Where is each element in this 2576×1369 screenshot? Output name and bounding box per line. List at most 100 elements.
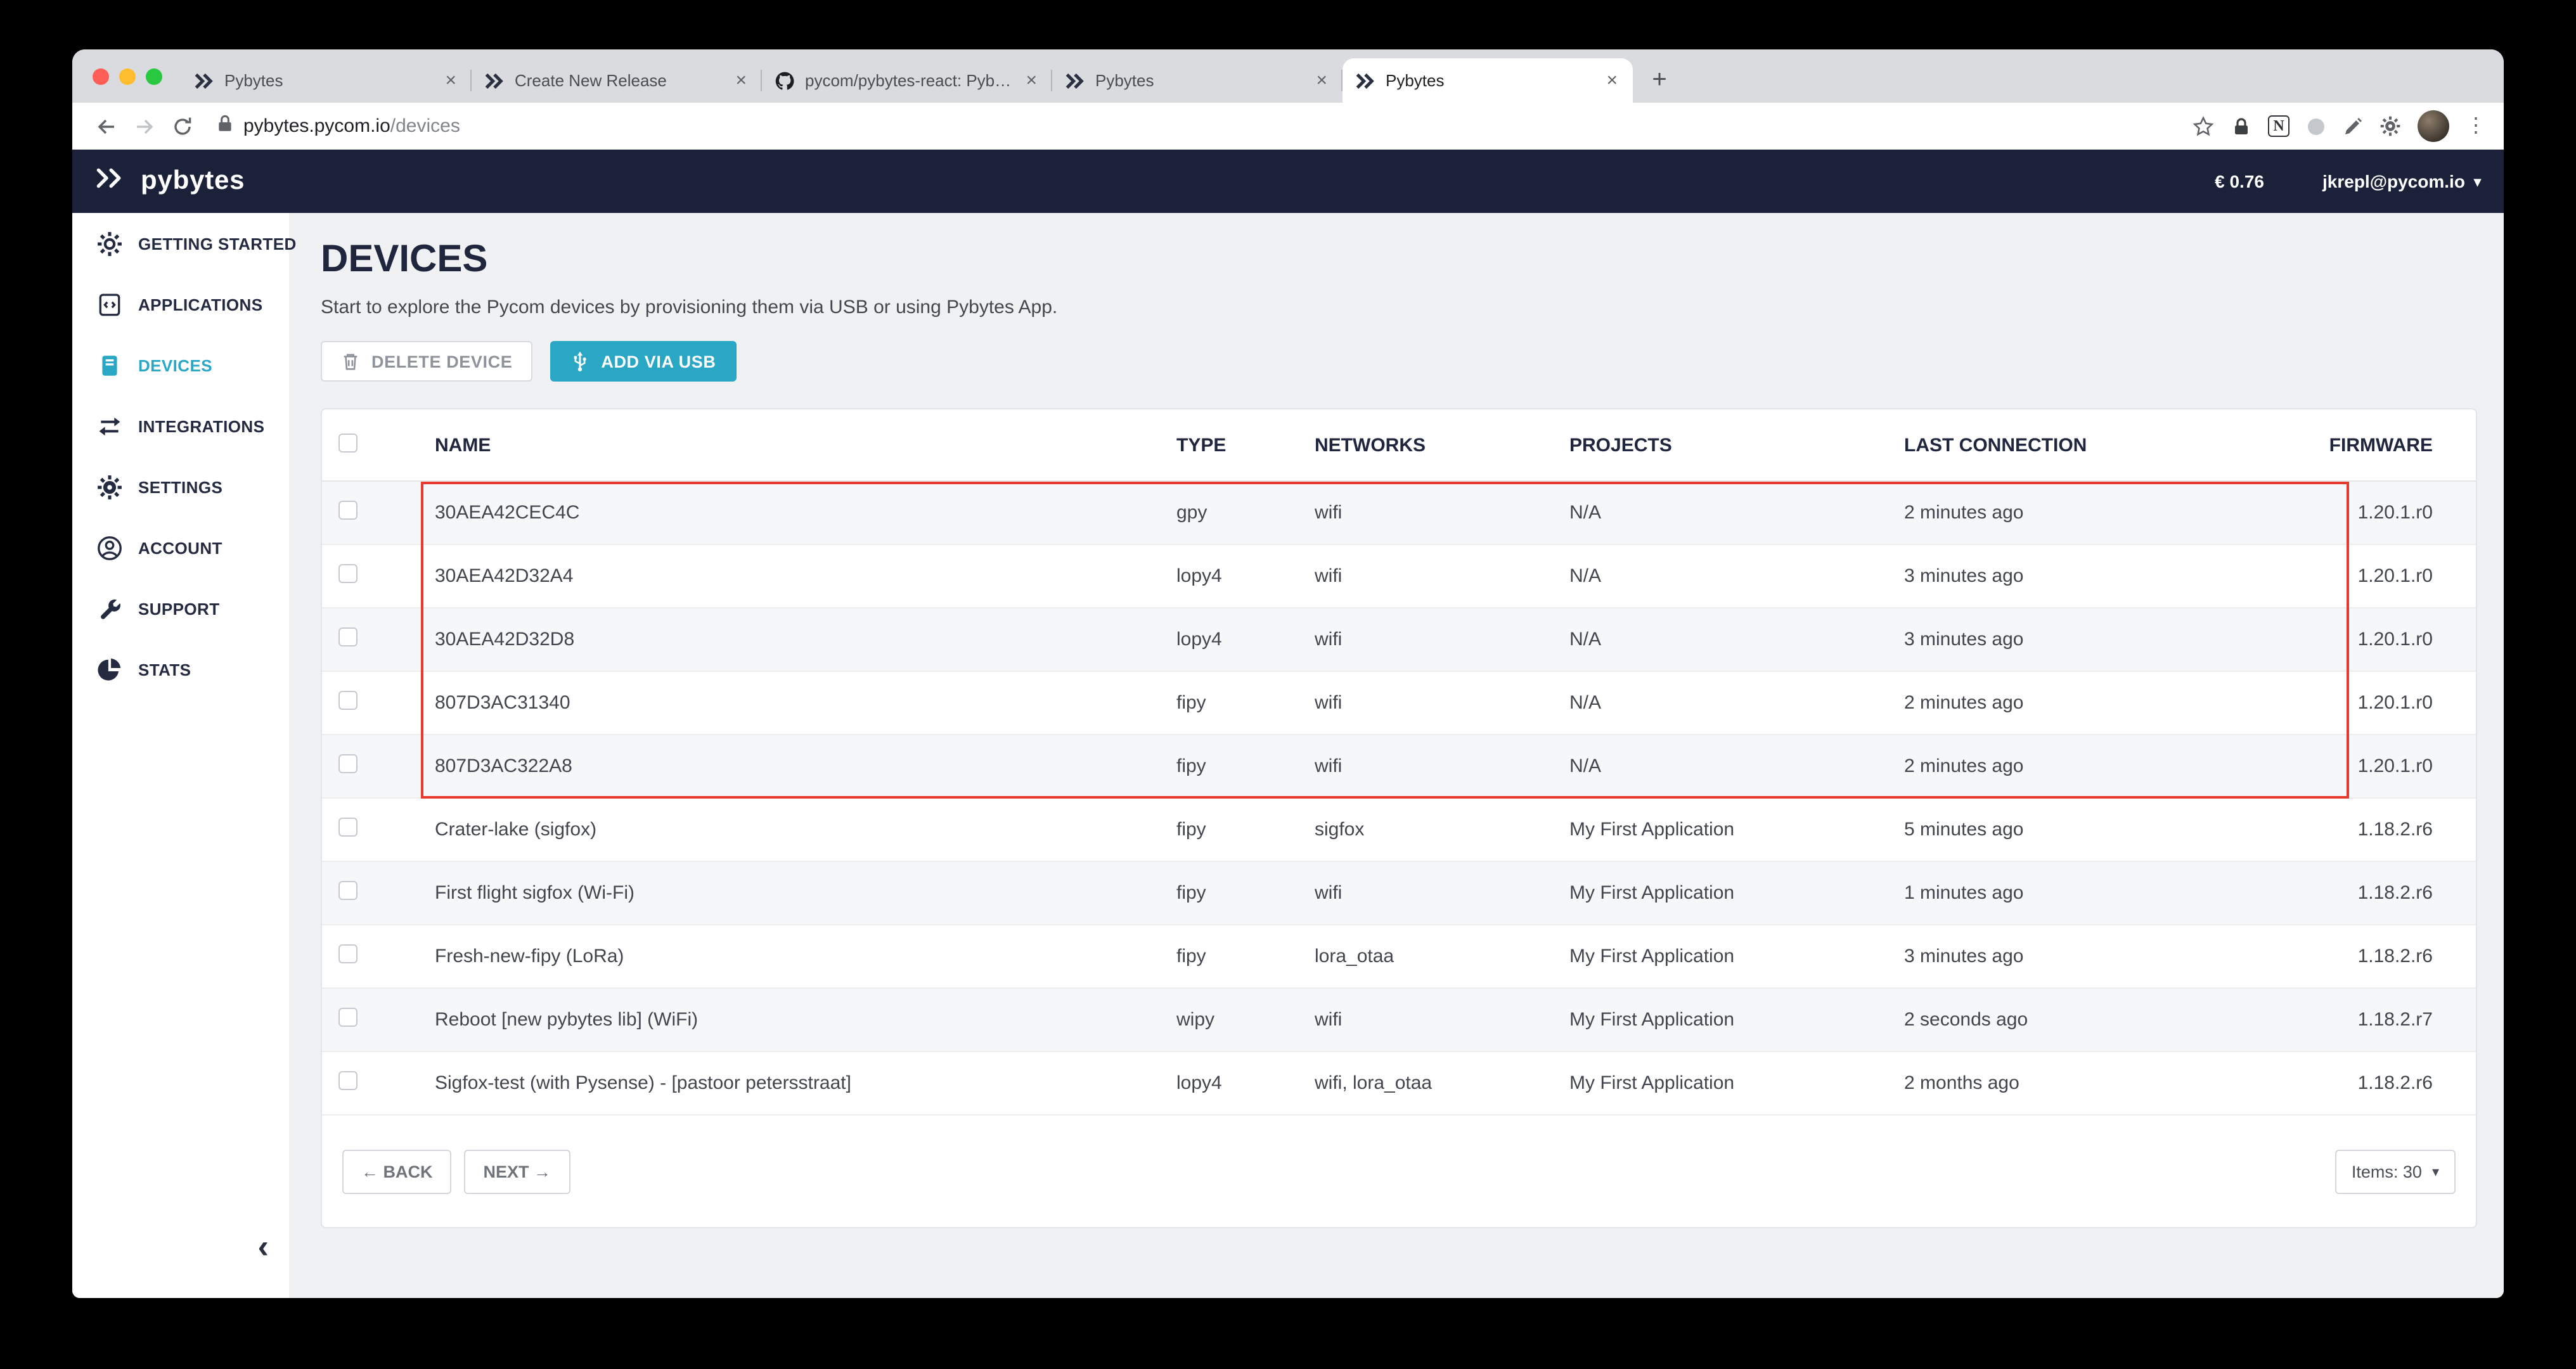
forward-button[interactable] xyxy=(128,110,161,143)
browser-tab-1[interactable]: Pybytes × xyxy=(181,58,472,103)
pybytes-brand[interactable]: pybytes xyxy=(95,166,245,196)
pycom-favicon-icon xyxy=(484,70,505,91)
new-tab-button[interactable]: + xyxy=(1652,65,1667,93)
table-row[interactable]: 807D3AC31340 fipy wifi N/A 2 minutes ago… xyxy=(322,672,2476,735)
row-checkbox[interactable] xyxy=(338,564,357,583)
device-last-connection: 3 minutes ago xyxy=(1904,565,2024,587)
device-projects: N/A xyxy=(1569,502,1602,524)
row-checkbox[interactable] xyxy=(338,1008,357,1027)
table-row[interactable]: 30AEA42D32A4 lopy4 wifi N/A 3 minutes ag… xyxy=(322,545,2476,608)
pen-extension-icon[interactable] xyxy=(2343,116,2363,136)
tab-close-icon[interactable]: × xyxy=(445,70,456,91)
sidebar-item-support[interactable]: SUPPORT xyxy=(72,578,289,639)
device-firmware: 1.18.2.r6 xyxy=(2357,819,2433,840)
pycom-favicon-icon xyxy=(1065,70,1085,91)
user-menu[interactable]: jkrepl@pycom.io ▾ xyxy=(2322,171,2481,191)
delete-device-button[interactable]: DELETE DEVICE xyxy=(321,341,533,382)
device-type: lopy4 xyxy=(1176,1072,1222,1094)
device-networks: wifi xyxy=(1315,692,1343,714)
row-checkbox[interactable] xyxy=(338,691,357,710)
column-header-name: NAME xyxy=(435,434,491,456)
browser-tab-2[interactable]: Create New Release × xyxy=(472,58,762,103)
sidebar-collapse-icon[interactable]: ‹ xyxy=(257,1227,269,1265)
url-domain: pybytes.pycom.io xyxy=(243,115,390,137)
device-type: lopy4 xyxy=(1176,565,1222,587)
back-button[interactable] xyxy=(90,110,123,143)
sidebar-item-label: DEVICES xyxy=(138,356,212,375)
sidebar-item-account[interactable]: ACCOUNT xyxy=(72,517,289,578)
tab-close-icon[interactable]: × xyxy=(1316,70,1327,91)
device-firmware: 1.18.2.r6 xyxy=(2357,882,2433,904)
browser-tab-3[interactable]: pycom/pybytes-react: Pybytes × xyxy=(762,58,1052,103)
table-row[interactable]: 30AEA42D32D8 lopy4 wifi N/A 3 minutes ag… xyxy=(322,608,2476,672)
next-page-button[interactable]: NEXT → xyxy=(464,1149,570,1193)
row-checkbox[interactable] xyxy=(338,627,357,646)
device-name: Reboot [new pybytes lib] (WiFi) xyxy=(435,1009,699,1031)
table-row[interactable]: Reboot [new pybytes lib] (WiFi) wipy wif… xyxy=(322,989,2476,1052)
tab-title: Create New Release xyxy=(515,71,667,90)
user-email: jkrepl@pycom.io xyxy=(2322,171,2465,191)
tab-close-icon[interactable]: × xyxy=(1026,70,1037,91)
row-checkbox[interactable] xyxy=(338,944,357,963)
tab-close-icon[interactable]: × xyxy=(1606,70,1618,91)
toolbar-actions: N ⋮ xyxy=(2192,110,2486,142)
sidebar-item-label: SUPPORT xyxy=(138,599,220,618)
device-projects: N/A xyxy=(1569,629,1602,650)
lock-extension-icon[interactable] xyxy=(2231,116,2251,136)
table-row[interactable]: First flight sigfox (Wi-Fi) fipy wifi My… xyxy=(322,862,2476,925)
reload-button[interactable] xyxy=(166,110,199,143)
device-last-connection: 2 months ago xyxy=(1904,1072,2019,1094)
back-page-button[interactable]: ← BACK xyxy=(342,1149,452,1193)
device-type: fipy xyxy=(1176,692,1206,714)
table-row[interactable]: 807D3AC322A8 fipy wifi N/A 2 minutes ago… xyxy=(322,735,2476,799)
column-header-type: TYPE xyxy=(1176,434,1227,456)
device-type: gpy xyxy=(1176,502,1208,524)
device-name: 30AEA42D32A4 xyxy=(435,565,574,587)
table-row[interactable]: Sigfox-test (with Pysense) - [pastoor pe… xyxy=(322,1052,2476,1115)
browser-tab-5-active[interactable]: Pybytes × xyxy=(1343,58,1633,103)
device-networks: lora_otaa xyxy=(1315,946,1394,967)
window-minimize-button[interactable] xyxy=(119,68,136,85)
column-header-projects: PROJECTS xyxy=(1569,434,1672,456)
pybytes-logo-icon xyxy=(95,166,129,196)
sidebar-item-settings[interactable]: SETTINGS xyxy=(72,456,289,517)
row-checkbox[interactable] xyxy=(338,1071,357,1090)
window-close-button[interactable] xyxy=(93,68,109,85)
browser-menu-icon[interactable]: ⋮ xyxy=(2466,115,2486,136)
device-networks: wifi, lora_otaa xyxy=(1315,1072,1433,1094)
tab-close-icon[interactable]: × xyxy=(735,70,747,91)
add-via-usb-label: ADD VIA USB xyxy=(601,352,716,371)
row-checkbox[interactable] xyxy=(338,501,357,520)
sidebar-item-applications[interactable]: APPLICATIONS xyxy=(72,274,289,335)
sidebar-item-integrations[interactable]: INTEGRATIONS xyxy=(72,395,289,456)
sidebar-item-stats[interactable]: STATS xyxy=(72,639,289,700)
table-row[interactable]: Fresh-new-fipy (LoRa) fipy lora_otaa My … xyxy=(322,925,2476,989)
address-bar[interactable]: pybytes.pycom.io/devices xyxy=(217,114,2187,138)
gear-extension-icon[interactable] xyxy=(2380,115,2401,137)
profile-avatar[interactable] xyxy=(2418,110,2449,142)
brand-name: pybytes xyxy=(141,166,245,195)
sidebar-item-getting-started[interactable]: GETTING STARTED xyxy=(72,213,296,274)
browser-toolbar: pybytes.pycom.io/devices N xyxy=(72,103,2504,150)
main-content: DEVICES Start to explore the Pycom devic… xyxy=(289,213,2504,1298)
disabled-extension-icon[interactable] xyxy=(2306,116,2326,136)
device-firmware: 1.20.1.r0 xyxy=(2357,502,2433,524)
device-projects: N/A xyxy=(1569,755,1602,777)
notion-extension-icon[interactable]: N xyxy=(2268,115,2289,137)
browser-tab-4[interactable]: Pybytes × xyxy=(1052,58,1343,103)
row-checkbox[interactable] xyxy=(338,881,357,900)
window-zoom-button[interactable] xyxy=(146,68,162,85)
sidebar: GETTING STARTED APPLICATIONS DEVICES INT… xyxy=(72,213,296,1298)
row-checkbox[interactable] xyxy=(338,818,357,837)
items-per-page-label: Items: 30 xyxy=(2351,1162,2422,1181)
select-all-checkbox[interactable] xyxy=(338,433,357,452)
table-row[interactable]: 30AEA42CEC4C gpy wifi N/A 2 minutes ago … xyxy=(322,482,2476,545)
caret-down-icon: ▾ xyxy=(2431,1164,2439,1179)
device-type: lopy4 xyxy=(1176,629,1222,650)
row-checkbox[interactable] xyxy=(338,754,357,773)
items-per-page-dropdown[interactable]: Items: 30 ▾ xyxy=(2334,1149,2456,1193)
add-via-usb-button[interactable]: ADD VIA USB xyxy=(550,341,737,382)
sidebar-item-devices[interactable]: DEVICES xyxy=(72,335,289,395)
table-row[interactable]: Crater-lake (sigfox) fipy sigfox My Firs… xyxy=(322,799,2476,862)
bookmark-star-icon[interactable] xyxy=(2192,115,2215,138)
